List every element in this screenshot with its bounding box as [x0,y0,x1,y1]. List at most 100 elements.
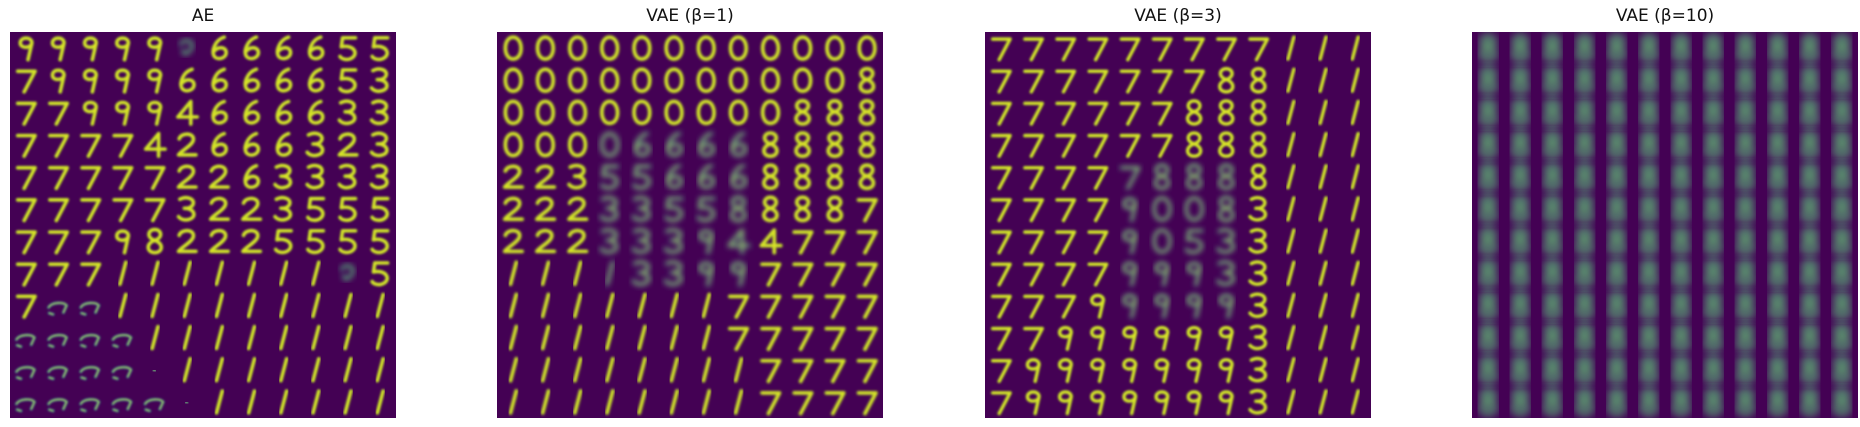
decoded-cell [508,260,519,287]
decoded-cell [1055,198,1077,223]
decoded-cell [1185,163,1203,191]
decoded-cell [605,324,615,351]
decoded-cell [1575,387,1594,417]
decoded-cell [1119,69,1141,94]
decoded-cell [246,389,257,415]
decoded-cell [1768,98,1787,127]
decoded-cell [1639,355,1659,385]
decoded-cell [502,228,525,254]
decoded-cell [1800,194,1819,224]
decoded-cell [1543,323,1562,352]
decoded-cell [1800,258,1819,288]
decoded-cell [1023,294,1045,319]
decoded-cell [338,68,358,94]
decoded-cell [343,389,353,415]
decoded-cell [80,230,102,255]
decoded-cell [1055,294,1077,319]
decoded-cell [1057,358,1073,384]
decoded-cell [1704,130,1723,159]
decoded-cell [1478,65,1498,95]
grid-background [10,32,396,418]
decoded-cell [1122,229,1138,255]
decoded-cell [1800,355,1819,385]
decoded-cell [1286,164,1296,190]
decoded-cell [1090,390,1106,416]
decoded-cell [1318,131,1328,158]
decoded-cell [1119,133,1141,158]
decoded-cell [1184,229,1204,255]
panel-vae-beta3: VAE (β=3) [985,0,1371,427]
decoded-cell [1832,323,1852,352]
decoded-cell [1248,292,1268,319]
decoded-cell [605,260,615,287]
decoded-cell [664,35,684,61]
decoded-cell [182,356,192,383]
decoded-cell [503,67,523,94]
decoded-cell [727,294,750,319]
grid-background [985,32,1371,418]
decoded-cell [1768,258,1787,288]
decoded-cell [307,99,325,125]
decoded-cell [858,131,876,159]
decoded-cell [1639,33,1659,63]
decoded-cell [990,326,1012,351]
decoded-cell [1250,163,1267,191]
decoded-cell [990,165,1012,191]
decoded-cell [1318,67,1328,93]
decoded-cell [182,324,192,351]
decoded-cell [47,398,69,413]
decoded-cell [1511,226,1530,256]
decoded-cell [1575,355,1594,385]
decoded-cell [1087,262,1109,287]
decoded-cell [1736,387,1755,417]
decoded-cell [1511,98,1530,127]
decoded-cell [990,262,1012,287]
decoded-cell [637,356,647,383]
decoded-cell [990,69,1012,94]
decoded-cell [1122,293,1138,319]
decoded-cell [567,99,588,126]
decoded-cell [143,131,167,159]
decoded-cell [990,198,1012,223]
decoded-cell [1671,258,1691,288]
decoded-cell [1184,196,1204,222]
decoded-cell [1087,165,1109,191]
decoded-cell [572,324,583,351]
decoded-cell [1087,69,1109,94]
decoded-cell [1250,131,1267,158]
decoded-cell [1607,291,1626,320]
decoded-cell [243,163,261,190]
panel-title: VAE (β=10) [1615,6,1715,26]
panel-ae: AE [10,0,396,427]
decoded-cell [1832,194,1852,224]
decoded-cell [792,35,813,61]
decoded-cell [599,195,619,222]
panel-vae-beta10: VAE (β=10) [1472,0,1858,427]
decoded-cell [633,131,651,157]
decoded-cell [1151,101,1173,126]
decoded-cell [278,389,289,415]
decoded-cell [211,35,229,61]
decoded-cell [605,389,615,415]
decoded-cell [1800,98,1819,127]
decoded-cell [1478,323,1498,352]
decoded-cell [1607,65,1626,95]
decoded-cell [632,67,652,94]
decoded-cell [825,35,845,61]
decoded-cell [824,262,846,287]
decoded-cell [1087,198,1109,223]
decoded-cell [760,326,782,352]
decoded-cell [79,333,101,349]
decoded-cell [1186,358,1202,384]
decoded-cell [1286,196,1296,222]
decoded-cell [306,228,326,255]
decoded-cell [182,292,192,319]
decoded-cell [1250,99,1267,126]
decoded-cell [1023,198,1045,223]
decoded-cell [243,67,261,93]
decoded-cell [1832,130,1852,159]
decoded-cell [792,326,814,352]
decoded-cell [369,99,389,126]
decoded-cell [369,131,389,158]
decoded-cell [1248,388,1268,415]
